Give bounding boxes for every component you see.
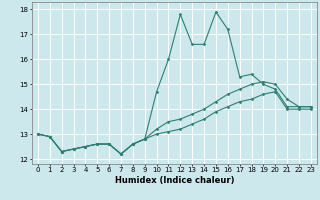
X-axis label: Humidex (Indice chaleur): Humidex (Indice chaleur) xyxy=(115,176,234,185)
